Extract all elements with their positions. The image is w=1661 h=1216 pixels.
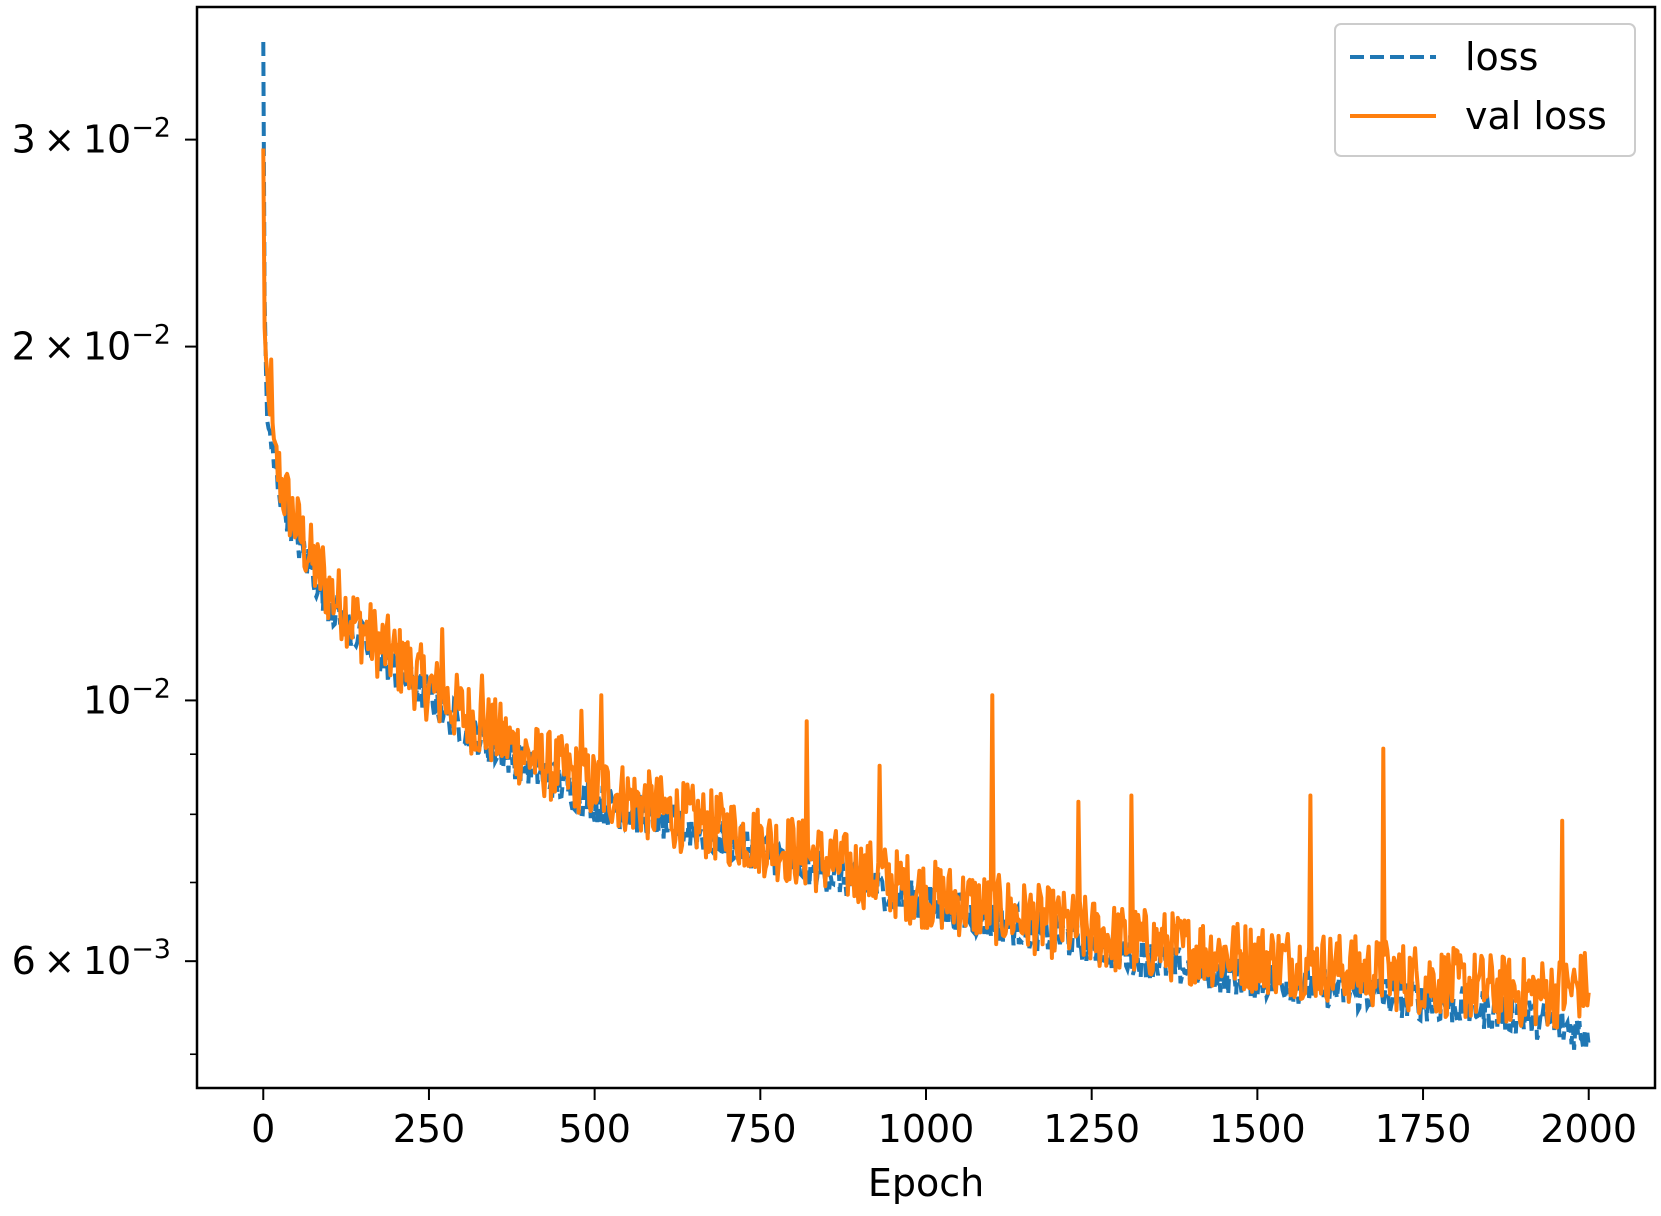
y-tick-label: 3 × 10−2 (12, 113, 171, 162)
series-val-loss-line (261, 148, 1591, 1030)
y-tick-label: 6 × 10−3 (12, 934, 171, 983)
y-tick-label: 10−2 (83, 673, 171, 722)
x-tick-label: 1500 (1209, 1107, 1306, 1151)
x-tick-label: 1250 (1043, 1107, 1140, 1151)
plot-lines (261, 41, 1591, 1050)
x-axis: 0 250 500 750 1000 1250 1500 1750 2000 (251, 1088, 1637, 1151)
legend: loss val loss (1334, 23, 1636, 157)
x-tick-label: 0 (251, 1107, 275, 1151)
x-tick-label: 2000 (1540, 1107, 1637, 1151)
x-tick-label: 500 (558, 1107, 631, 1151)
x-tick-label: 1000 (878, 1107, 975, 1151)
legend-label: val loss (1465, 94, 1607, 138)
x-tick-label: 250 (393, 1107, 466, 1151)
y-axis: 3 × 10−2 2 × 10−2 10−2 6 × 10−3 (12, 113, 197, 1056)
y-tick-label: 2 × 10−2 (12, 320, 171, 369)
x-axis-label: Epoch (868, 1161, 984, 1205)
legend-label: loss (1465, 35, 1538, 79)
x-tick-label: 1750 (1375, 1107, 1472, 1151)
x-tick-label: 750 (724, 1107, 797, 1151)
